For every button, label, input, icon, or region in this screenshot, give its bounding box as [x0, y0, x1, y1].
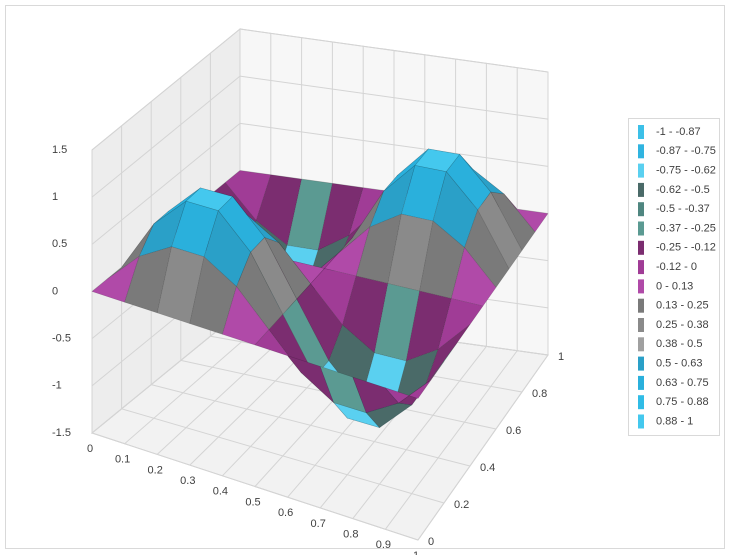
legend-label: 0.25 - 0.38	[656, 319, 709, 331]
legend-label: 0.88 - 1	[656, 415, 693, 427]
x-tick-label: 0.3	[180, 475, 195, 487]
legend-swatch	[638, 395, 644, 410]
legend-swatch	[638, 260, 644, 275]
grid-line	[417, 354, 549, 541]
legend-label: -1 - -0.87	[656, 126, 701, 138]
legend-swatch	[638, 144, 644, 159]
x-tick-label: 0.5	[245, 496, 260, 508]
grid-line	[91, 28, 241, 151]
legend-swatch	[638, 279, 644, 294]
surface-cell	[424, 324, 471, 388]
legend-label: 0.63 - 0.75	[656, 377, 709, 389]
x-tick-label: 0.4	[213, 486, 228, 498]
x-tick-label: 0.9	[376, 539, 391, 551]
surface-cell	[503, 193, 549, 233]
z-tick-label: -1.5	[52, 427, 71, 439]
legend-swatch	[638, 163, 644, 178]
legend-swatch	[638, 298, 644, 313]
grid-line	[91, 75, 241, 198]
legend-label: -0.5 - -0.37	[656, 203, 710, 215]
grid-line	[384, 350, 518, 530]
x-tick-label: 0.7	[311, 518, 326, 530]
surface-cell	[385, 379, 432, 404]
legend-swatch	[638, 414, 644, 429]
grid-line	[151, 384, 471, 467]
legend-swatch	[638, 182, 644, 197]
z-tick-label: 1.5	[52, 144, 67, 156]
legend-label: -0.12 - 0	[656, 261, 697, 273]
legend-swatch	[638, 337, 644, 352]
legend-swatch	[638, 202, 644, 217]
surface-cell	[490, 191, 536, 251]
z-tick-label: 1	[52, 191, 58, 203]
legend-swatch	[638, 356, 644, 371]
z-tick-label: 0.5	[52, 238, 67, 250]
grid-line	[352, 346, 487, 519]
legend-swatch	[638, 318, 644, 332]
x-tick-label: 0.2	[148, 464, 163, 476]
y-tick-label: 0.6	[506, 425, 521, 437]
legend-label: -0.75 - -0.62	[656, 165, 716, 177]
legend-swatch	[638, 221, 644, 236]
surface-cell	[437, 298, 484, 350]
x-tick-label: 0.1	[115, 454, 130, 466]
legend-label: 0.75 - 0.88	[656, 396, 709, 408]
legend-label: 0.13 - 0.25	[656, 300, 709, 312]
grid-line	[91, 432, 419, 541]
legend-label: -0.25 - -0.12	[656, 242, 716, 254]
z-tick-label: 0	[52, 285, 58, 297]
y-tick-label: 1	[558, 351, 564, 363]
legend-label: 0.5 - 0.63	[656, 358, 702, 370]
x-tick-label: 0	[87, 443, 93, 455]
legend-label: 0 - 0.13	[656, 280, 693, 292]
legend-swatch	[638, 240, 644, 255]
surface-cell	[398, 361, 445, 406]
legend-label: -0.62 - -0.5	[656, 184, 710, 196]
z-tick-label: -1	[52, 380, 62, 392]
surface-cell	[477, 191, 523, 270]
legend-swatch	[638, 125, 644, 139]
y-tick-label: 0	[428, 536, 434, 548]
x-tick-label: 0.8	[343, 529, 358, 541]
grid-line	[121, 408, 445, 504]
grid-line	[91, 311, 241, 434]
legend-label: -0.37 - -0.25	[656, 222, 716, 234]
legend-label: 0.38 - 0.5	[656, 338, 702, 350]
y-tick-label: 0.4	[480, 462, 495, 474]
grid-line	[91, 122, 241, 245]
z-tick-label: -0.5	[52, 333, 71, 345]
legend-label: -0.87 - -0.75	[656, 145, 716, 157]
x-tick-label: 0.6	[278, 507, 293, 519]
x-tick-label: 1	[413, 550, 419, 555]
y-tick-label: 0.8	[532, 388, 547, 400]
y-tick-label: 0.2	[454, 499, 469, 511]
legend-swatch	[638, 375, 644, 390]
